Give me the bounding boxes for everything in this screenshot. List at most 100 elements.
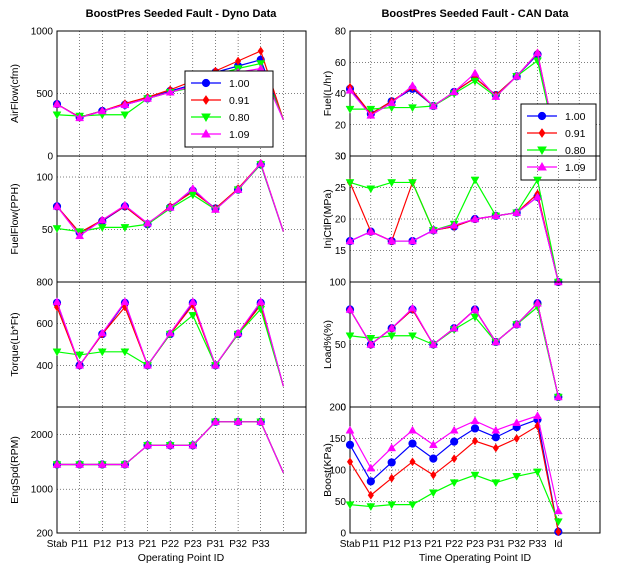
right-panel4-xtick-label: P13 bbox=[404, 539, 422, 550]
right-panel4-series-1.09-point bbox=[533, 411, 542, 420]
right-panel3-series-1.09-point bbox=[428, 339, 438, 348]
right-panel4-series-1.00-point bbox=[387, 458, 396, 467]
right-panel1-series-1.09-point bbox=[512, 71, 522, 80]
right-panel4-ytick-label: 200 bbox=[329, 403, 346, 414]
left-panel4-xtick-label: P31 bbox=[207, 539, 225, 550]
right-panel2-series-1.09-point bbox=[387, 236, 397, 245]
left-panel1-legend-marker-1.00 bbox=[201, 78, 211, 88]
right-panel4-series-1.00-point bbox=[450, 437, 459, 446]
right-panel2-series-1.09-line bbox=[349, 195, 559, 283]
right-panel4-series-0.80-point bbox=[345, 501, 355, 510]
right-panel4-series-1.00-point bbox=[366, 477, 375, 486]
right-panel4-xtick-label: P33 bbox=[529, 539, 547, 550]
right-panel2-series-1.09-point bbox=[512, 208, 522, 216]
right-panel3-ytick-label: 0 bbox=[340, 403, 346, 414]
right-panel4-xtick-label: Id bbox=[554, 539, 562, 550]
left-panel3-series-1.09-line bbox=[56, 300, 284, 387]
left-panel2-frame bbox=[56, 155, 307, 283]
right-panel3-series-1.09-point bbox=[470, 304, 480, 313]
right-panel4-series-1.00-point bbox=[429, 454, 438, 463]
left-panel1-legend-label-1.09: 1.09 bbox=[229, 129, 250, 141]
right-panel4-xtick-label: P11 bbox=[362, 539, 379, 550]
right-panel4-series-0.91-point bbox=[346, 457, 354, 467]
left-panel3-series-1.09-point bbox=[256, 297, 266, 306]
right-panel2-ytick-label: 15 bbox=[335, 246, 347, 257]
right-panel2-series-1.00-line bbox=[349, 195, 559, 283]
right-panel4-xtick-label: Stab bbox=[340, 539, 361, 550]
right-panel4-series-0.80-point bbox=[533, 468, 542, 477]
left-panel1-legend-marker-0.80 bbox=[201, 113, 211, 123]
left-panel2-series-0.80-point bbox=[97, 224, 107, 232]
left-panel1-series-0.91-point bbox=[257, 46, 264, 56]
left-panel3-series-0.80-point bbox=[52, 348, 62, 357]
left-panel3-series-1.09-point bbox=[120, 297, 130, 306]
right-panel4-series-0.91-point bbox=[513, 434, 520, 443]
left-panel3: 400 600 800 Torque(Lb*Ft) bbox=[9, 278, 307, 408]
left-panel3-series-1.09-point bbox=[165, 328, 175, 337]
left-panel4-xtick-label: P23 bbox=[184, 539, 202, 550]
right-panel1-legend-marker-0.80 bbox=[537, 146, 547, 156]
left-panel4-xtick-label: Stab bbox=[47, 539, 68, 550]
right-panel3-ytick-label: 100 bbox=[329, 278, 346, 289]
left-panel2-series-1.09-point bbox=[211, 205, 220, 213]
right-panel4-series-0.80-point bbox=[491, 479, 501, 488]
right-panel4-series-0.91-point bbox=[388, 473, 395, 483]
left-column-title: BoostPres Seeded Fault - Dyno Data bbox=[86, 8, 278, 20]
right-panel4-frame bbox=[349, 406, 601, 534]
right-panel4-series-1.00-line bbox=[349, 418, 559, 532]
right-panel4-xtick-label: P31 bbox=[487, 539, 505, 550]
right-panel1-series-1.09-point bbox=[533, 48, 542, 57]
right-panel2-y-axis-label: InjCtlP(MPa) bbox=[322, 189, 334, 249]
left-panel4-ytick-label: 200 bbox=[36, 529, 53, 540]
left-panel3-series-1.09-point bbox=[97, 328, 107, 337]
right-panel4-series-0.91-point bbox=[451, 454, 458, 464]
right-panel1-legend-marker-1.00 bbox=[537, 111, 547, 121]
right-panel4-series-1.09-point bbox=[428, 440, 438, 449]
left-panel4-xtick-label: P33 bbox=[252, 539, 270, 550]
right-panel1-series-0.80-point bbox=[345, 105, 355, 114]
left-panel4-y-axis-label: EngSpd(RPM) bbox=[9, 436, 21, 504]
right-panel4-ytick-label: 150 bbox=[329, 434, 346, 445]
left-panel4-xtick-label: P21 bbox=[139, 539, 157, 550]
left-panel4-xtick-label: P32 bbox=[229, 539, 247, 550]
left-panel3-series-0.80-point bbox=[97, 348, 107, 357]
right-panel3: 0 50 100 Load%(%) bbox=[322, 278, 601, 414]
right-panel2-series-0.80-point bbox=[408, 179, 417, 187]
right-panel4-xtick-label: P22 bbox=[445, 539, 463, 550]
right-panel1-ytick-label: 60 bbox=[335, 58, 347, 69]
left-panel3-series-1.09-point bbox=[233, 328, 243, 337]
left-panel1-legend-label-1.00: 1.00 bbox=[229, 78, 250, 90]
right-panel1-legend-label-0.91: 0.91 bbox=[565, 128, 586, 140]
right-panel3-series-1.09-point bbox=[449, 323, 459, 332]
left-panel1-series-1.09-point bbox=[97, 106, 107, 115]
right-panel4-series-0.80-point bbox=[553, 518, 563, 527]
right-panel1-legend-label-1.09: 1.09 bbox=[565, 162, 586, 174]
left-panel1-legend: 1.00 0.91 0.80 1.09 bbox=[184, 70, 274, 148]
left-panel1-legend-marker-0.91 bbox=[202, 95, 210, 105]
right-panel2-series-1.09-point bbox=[470, 214, 480, 223]
right-panel4-xtick-label: P32 bbox=[508, 539, 526, 550]
left-panel3-series-1.09-point bbox=[75, 360, 85, 369]
right-panel3-series-1.09-line bbox=[349, 302, 559, 398]
right-panel2-ytick-label: 20 bbox=[335, 215, 347, 226]
left-panel1-series-0.80-point bbox=[52, 111, 62, 120]
right-panel4-ytick-label: 0 bbox=[340, 529, 346, 540]
left-panel3-series-0.80-point bbox=[120, 348, 130, 357]
left-panel1-series-0.80-point bbox=[120, 111, 130, 120]
right-panel1-legend-label-0.80: 0.80 bbox=[565, 145, 586, 157]
right-panel1-series-1.09-point bbox=[387, 98, 397, 107]
left-panel4-ytick-label: 1000 bbox=[31, 485, 54, 496]
left-panel2-series-0.80-point bbox=[52, 225, 62, 233]
right-panel4-series-1.09-point bbox=[408, 425, 417, 434]
right-panel2-series-1.09-point bbox=[533, 192, 542, 201]
right-panel1-series-1.09-point bbox=[428, 101, 438, 110]
left-panel4-frame bbox=[56, 406, 307, 534]
right-panel1-y-axis-label: Fuel(L/hr) bbox=[322, 71, 334, 117]
right-panel3-series-0.80-point bbox=[345, 332, 355, 341]
left-panel1-series-1.09-point bbox=[120, 100, 130, 108]
right-panel4-series-1.09-point bbox=[491, 425, 501, 434]
right-panel1-ytick-label: 20 bbox=[335, 120, 347, 131]
right-panel3-y-axis-label: Load%(%) bbox=[322, 320, 334, 369]
